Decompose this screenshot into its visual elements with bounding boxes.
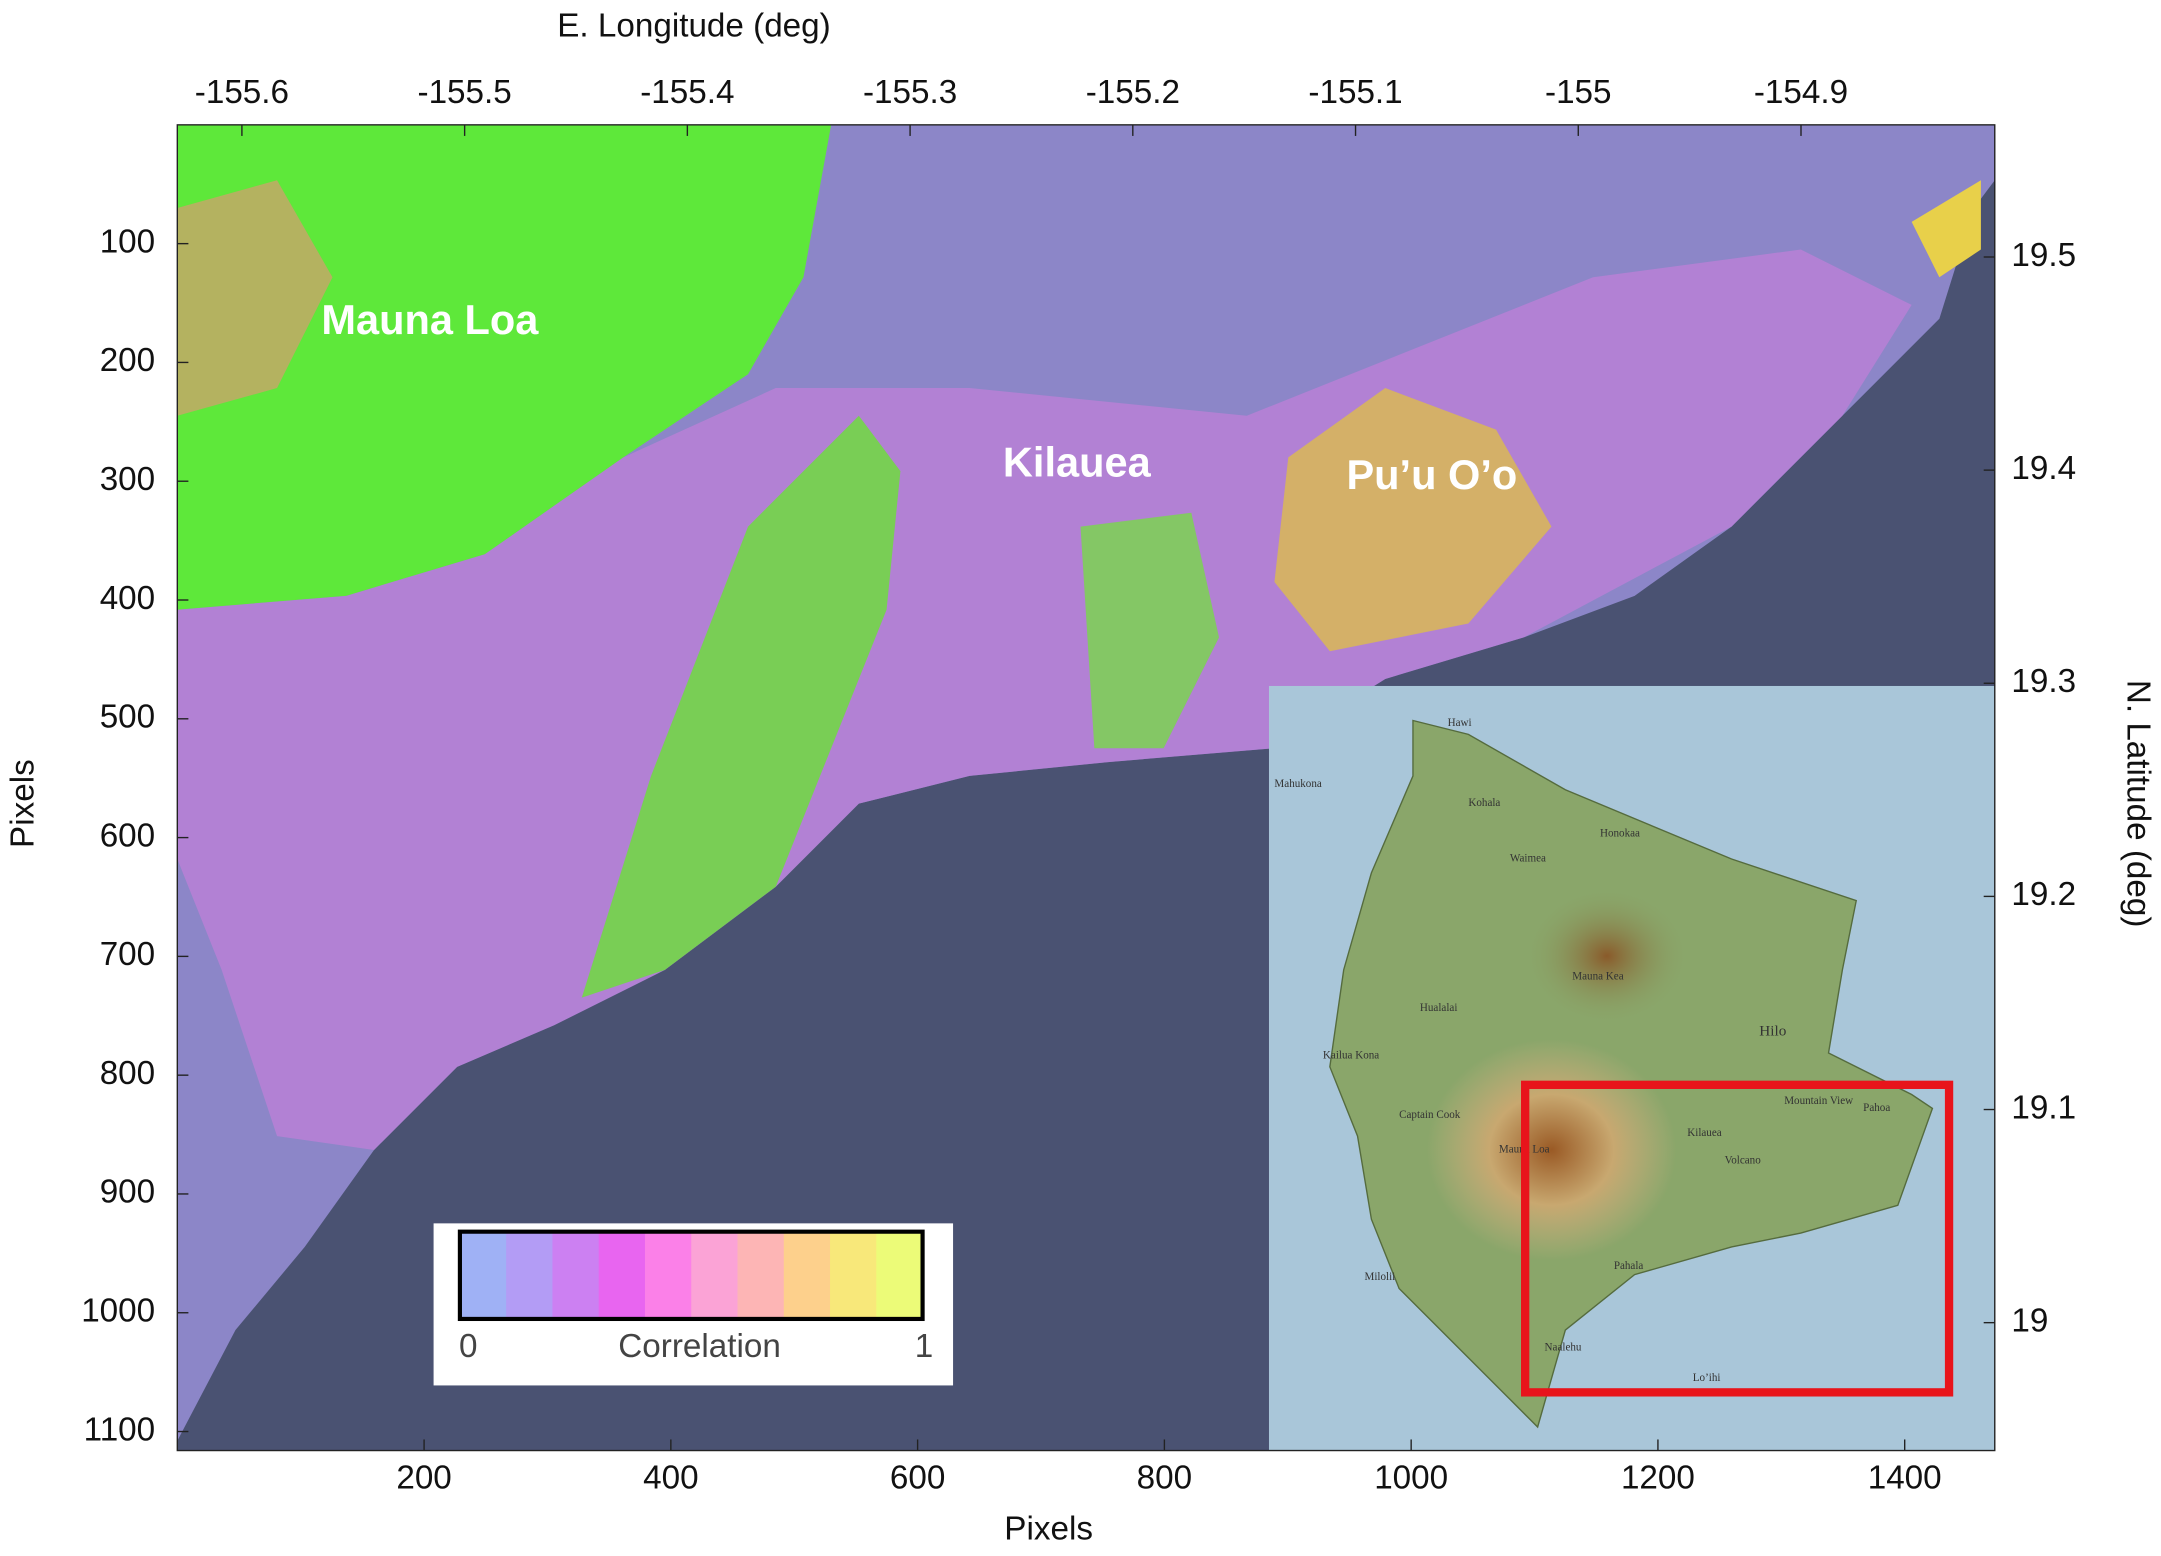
- inset-map: Hawi Kohala Waimea Honokaa Mauna Kea Hua…: [1268, 685, 1995, 1451]
- legend: 0 Correlation 1: [433, 1223, 954, 1386]
- place-label: Kohala: [1468, 797, 1500, 809]
- colorbar-swatch: [830, 1231, 878, 1319]
- colorbar: [457, 1229, 925, 1322]
- place-label: Mountain View: [1784, 1095, 1853, 1107]
- x-tick-label: 200: [396, 1459, 451, 1496]
- relief: [1426, 1039, 1677, 1261]
- annotation: Pu’u O’o: [1346, 451, 1517, 498]
- place-label: Honokaa: [1600, 828, 1640, 840]
- x-tick-label: 1200: [1621, 1459, 1695, 1496]
- y-tick-label: 500: [100, 699, 155, 736]
- top-tick-label: -155.2: [1086, 74, 1180, 111]
- place-label: Milolii: [1364, 1271, 1395, 1283]
- x-tick-label: 800: [1137, 1459, 1192, 1496]
- y-tick-label: 200: [100, 342, 155, 379]
- top-axis-label: E. Longitude (deg): [557, 8, 830, 45]
- y-tick-label: 1100: [84, 1411, 155, 1448]
- place-label: Hualalai: [1420, 1002, 1458, 1014]
- colorbar-swatch: [506, 1231, 554, 1319]
- place-label: Hilo: [1759, 1023, 1786, 1040]
- y-tick-label: 300: [100, 461, 155, 498]
- plot-frame: [176, 124, 1996, 1452]
- y-tick-label: 900: [100, 1174, 155, 1211]
- annotation: Kilauea: [1003, 439, 1152, 486]
- right-tick-label: 19.3: [2011, 663, 2076, 700]
- x-tick-label: 400: [643, 1459, 698, 1496]
- flow-field: [1080, 512, 1220, 749]
- colorbar-swatch: [552, 1231, 600, 1319]
- y-tick-label: 100: [100, 223, 155, 260]
- y-tick-label: 1000: [81, 1293, 155, 1330]
- top-tick-label: -154.9: [1754, 74, 1848, 111]
- colorbar-swatch: [876, 1231, 924, 1319]
- place-label: Hawi: [1448, 717, 1472, 729]
- top-tick-label: -155.5: [418, 74, 512, 111]
- place-label: Volcano: [1725, 1155, 1762, 1167]
- x-axis-label: Pixels: [1004, 1511, 1093, 1548]
- legend-label: 1: [915, 1328, 933, 1365]
- legend-title: Correlation: [618, 1328, 781, 1365]
- top-tick-label: -155.1: [1308, 74, 1402, 111]
- colorbar-swatch: [459, 1231, 507, 1319]
- top-tick-label: -155.4: [640, 74, 734, 111]
- x-tick-label: 1000: [1374, 1459, 1448, 1496]
- place-label: Naalehu: [1545, 1342, 1582, 1354]
- place-label: Pahoa: [1863, 1102, 1890, 1114]
- y-tick-label: 600: [100, 817, 155, 854]
- y-tick-label: 800: [100, 1055, 155, 1092]
- high-correlation: [177, 124, 832, 610]
- summit: [177, 180, 333, 416]
- right-axis-label: N. Latitude (deg): [2119, 680, 2156, 928]
- right-tick-label: 19.2: [2011, 876, 2076, 913]
- x-tick-label: 600: [890, 1459, 945, 1496]
- right-tick-label: 19: [2011, 1302, 2048, 1339]
- colorbar-swatch: [737, 1231, 785, 1319]
- place-label: Mahukona: [1274, 778, 1321, 790]
- place-label: Pahala: [1614, 1260, 1644, 1272]
- place-label: Mauna Kea: [1572, 970, 1623, 982]
- legend-label: 0: [459, 1328, 477, 1365]
- place-label: Kailua Kona: [1323, 1049, 1379, 1061]
- relief: [1523, 886, 1691, 1026]
- place-label: Kilauea: [1687, 1127, 1722, 1139]
- colorbar-swatch: [598, 1231, 646, 1319]
- colorbar-swatch: [783, 1231, 831, 1319]
- y-axis-label: Pixels: [5, 759, 42, 848]
- annotation: Mauna Loa: [321, 296, 539, 343]
- colorbar-swatch: [691, 1231, 739, 1319]
- y-tick-label: 700: [100, 936, 155, 973]
- right-tick-label: 19.4: [2011, 450, 2076, 487]
- summit: [1911, 180, 1981, 278]
- top-tick-label: -155.3: [863, 74, 957, 111]
- flow-field: [1274, 388, 1552, 652]
- y-tick-label: 400: [100, 580, 155, 617]
- colorbar-swatch: [644, 1231, 692, 1319]
- place-label: Captain Cook: [1399, 1109, 1461, 1121]
- colorbar-frame: [457, 1229, 925, 1322]
- place-label: Waimea: [1510, 853, 1546, 865]
- right-tick-label: 19.1: [2011, 1089, 2076, 1126]
- region-box: [1521, 1080, 1954, 1397]
- top-tick-label: -155.6: [195, 74, 289, 111]
- x-tick-label: 1400: [1868, 1459, 1942, 1496]
- right-tick-label: 19.5: [2011, 237, 2076, 274]
- top-tick-label: -155: [1545, 74, 1612, 111]
- rift-zone: [581, 415, 901, 998]
- place-label: Lo’ihi: [1693, 1372, 1721, 1384]
